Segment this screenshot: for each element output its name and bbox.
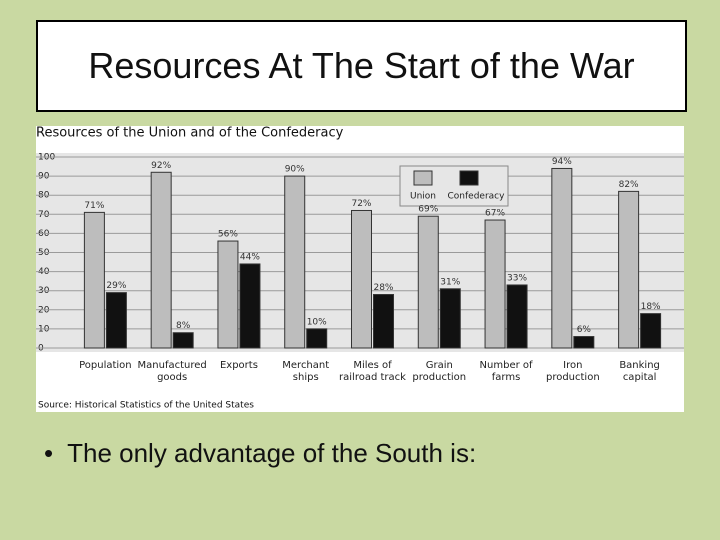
bar bbox=[417, 215, 439, 349]
chart-svg: Resources of the Union and of the Confed… bbox=[36, 126, 684, 411]
bar bbox=[551, 167, 573, 349]
bar bbox=[573, 336, 595, 349]
x-tick-label: Exports bbox=[219, 360, 258, 371]
slide-title: Resources At The Start of the War bbox=[36, 20, 687, 112]
bar bbox=[105, 292, 127, 349]
bar bbox=[373, 294, 394, 349]
value-label: 56% bbox=[218, 230, 238, 240]
legend-label: Union bbox=[410, 192, 436, 202]
value-label: 71% bbox=[84, 201, 104, 211]
x-tick-label: Iron production bbox=[545, 360, 600, 383]
bar bbox=[618, 190, 640, 349]
y-tick-label: 90 bbox=[38, 172, 50, 182]
bullet-list: The only advantage of the South is: bbox=[44, 438, 476, 469]
x-tick-label: Grain production bbox=[412, 360, 467, 383]
value-label: 92% bbox=[151, 161, 171, 171]
value-label: 82% bbox=[619, 180, 639, 190]
x-tick-label: Number of farms bbox=[479, 360, 533, 383]
bar bbox=[306, 328, 328, 349]
value-label: 6% bbox=[577, 325, 592, 335]
legend-swatch bbox=[459, 170, 479, 186]
x-tick-label: Manufactured goods bbox=[137, 360, 207, 383]
value-label: 8% bbox=[176, 321, 191, 331]
value-label: 10% bbox=[307, 317, 327, 327]
chart: Resources of the Union and of the Confed… bbox=[36, 126, 684, 412]
bar bbox=[150, 171, 172, 349]
value-label: 90% bbox=[285, 165, 305, 175]
x-tick-label: Banking capital bbox=[619, 360, 660, 383]
bar bbox=[351, 209, 372, 349]
value-label: 18% bbox=[641, 302, 661, 312]
bar bbox=[640, 313, 662, 349]
value-label: 94% bbox=[552, 157, 572, 167]
bar bbox=[506, 284, 528, 349]
bar bbox=[439, 288, 461, 349]
x-tick-label: Miles of railroad track bbox=[339, 360, 406, 383]
value-label: 44% bbox=[240, 252, 260, 262]
bar bbox=[484, 219, 506, 349]
x-tick-label: Population bbox=[79, 360, 132, 371]
value-label: 28% bbox=[373, 283, 393, 293]
value-label: 67% bbox=[485, 209, 505, 219]
legend-swatch bbox=[413, 170, 433, 186]
value-label: 72% bbox=[351, 199, 371, 209]
bar bbox=[239, 263, 261, 349]
value-label: 29% bbox=[106, 281, 126, 291]
x-tick-label: Merchant ships bbox=[282, 360, 330, 383]
bar bbox=[83, 211, 105, 349]
chart-source: Source: Historical Statistics of the Uni… bbox=[38, 401, 254, 411]
value-label: 31% bbox=[440, 277, 460, 287]
bar bbox=[284, 175, 306, 349]
value-label: 69% bbox=[418, 205, 438, 215]
value-label: 33% bbox=[507, 273, 527, 283]
bar bbox=[217, 240, 239, 349]
y-tick-label: 30 bbox=[38, 286, 50, 296]
bar bbox=[172, 332, 194, 349]
bullet: The only advantage of the South is: bbox=[44, 438, 476, 469]
chart-title: Resources of the Union and of the Confed… bbox=[36, 126, 344, 141]
legend-label: Confederacy bbox=[448, 192, 506, 202]
